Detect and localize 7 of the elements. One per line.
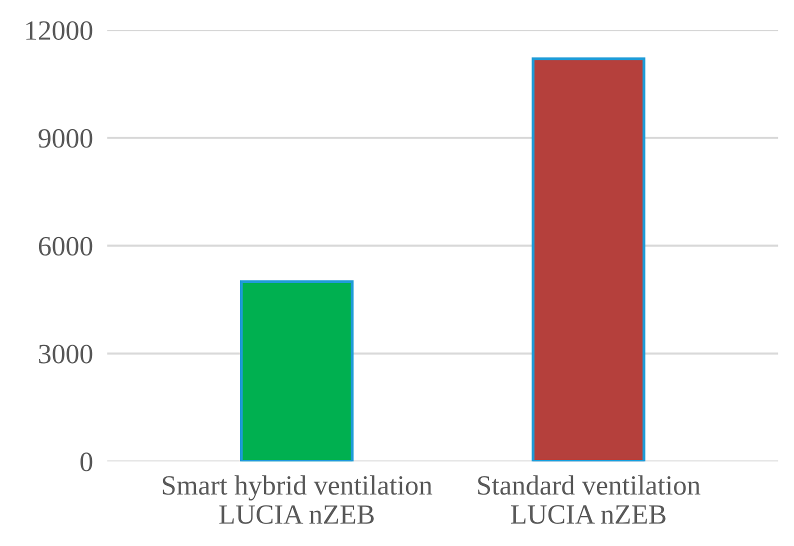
y-tick-label: 6000 — [38, 236, 92, 256]
y-tick-label: 0 — [80, 452, 92, 472]
y-tick-label: 3000 — [39, 344, 92, 364]
y-tick-label: 9000 — [38, 129, 92, 148]
x-tick-label: Smart hybrid ventilation LUCIA nZEB — [162, 475, 432, 524]
x-tick-label: Standard ventilation LUCIA nZEB — [478, 475, 700, 524]
y-tick-label: 12000 — [26, 21, 92, 40]
